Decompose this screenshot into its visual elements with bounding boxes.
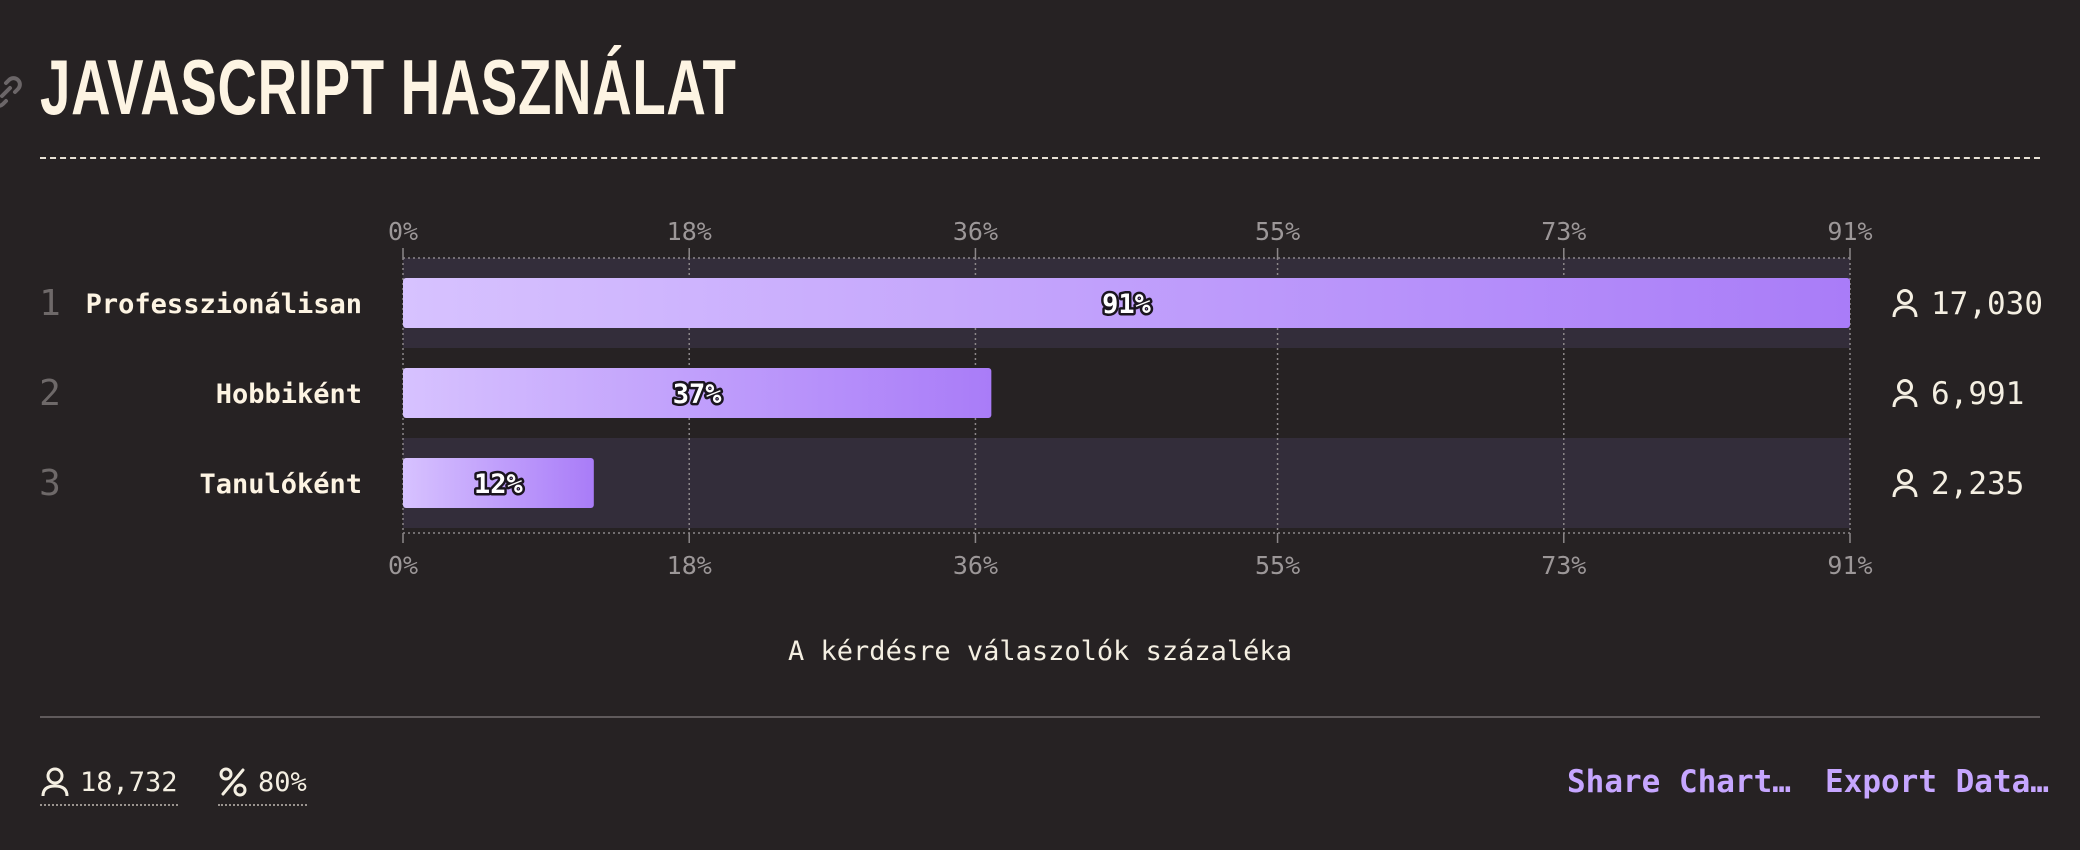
person-icon-body [1892, 395, 1918, 408]
bar-chart: 91% 1 Professzionálisan 17,030 37% 2 Hobbiként… [39, 217, 2043, 580]
person-icon [1892, 379, 1918, 408]
bar-value-label: 37% [673, 379, 723, 410]
x-axis-title: A kérdésre válaszolók százaléka [788, 636, 1292, 667]
row-band [403, 438, 1850, 528]
respondent-count: 2,235 [1931, 466, 2024, 502]
rank-label: 3 [39, 463, 61, 504]
page-title: JAVASCRIPT HASZNÁLAT [40, 43, 737, 131]
tick-label-top: 0% [388, 217, 418, 246]
person-icon-head [1897, 379, 1913, 395]
share-chart-button[interactable]: Share Chart… [1567, 764, 1791, 800]
tick-label-bottom: 18% [667, 551, 712, 580]
export-data-button[interactable]: Export Data… [1825, 764, 2049, 800]
respondent-count: 17,030 [1931, 286, 2043, 322]
category-label: Hobbiként [216, 379, 362, 410]
completion-stat[interactable]: 80% [218, 762, 307, 806]
category-label: Tanulóként [199, 469, 362, 500]
rank-label: 1 [39, 283, 61, 324]
person-icon [1892, 469, 1918, 498]
completion-value: 80% [258, 766, 307, 798]
bar [403, 458, 594, 508]
tick-label-top: 18% [667, 217, 712, 246]
tick-label-top: 36% [953, 217, 998, 246]
rank-label: 2 [39, 373, 61, 414]
tick-label-top: 91% [1827, 217, 1872, 246]
tick-label-bottom: 91% [1827, 551, 1872, 580]
person-icon [41, 767, 69, 797]
bar-value-label: 91% [1102, 289, 1152, 320]
bar [403, 368, 992, 418]
tick-label-bottom: 73% [1541, 551, 1586, 580]
tick-label-bottom: 55% [1255, 551, 1300, 580]
person-icon-head [1897, 469, 1913, 485]
bar-value-label: 12% [474, 469, 524, 500]
person-icon-body [1892, 305, 1918, 318]
category-label: Professzionálisan [86, 289, 362, 320]
link-icon[interactable] [0, 72, 26, 112]
person-icon [1892, 289, 1918, 318]
person-icon-body [1892, 485, 1918, 498]
title-divider [40, 157, 2040, 159]
tick-label-bottom: 0% [388, 551, 418, 580]
tick-label-top: 73% [1541, 217, 1586, 246]
respondents-count: 18,732 [80, 766, 178, 798]
person-icon-head [1897, 289, 1913, 305]
respondents-stat[interactable]: 18,732 [40, 762, 178, 806]
footer-divider [40, 716, 2040, 718]
percent-icon [219, 767, 247, 797]
respondent-count: 6,991 [1931, 376, 2024, 412]
tick-label-bottom: 36% [953, 551, 998, 580]
bar [403, 278, 1850, 328]
tick-label-top: 55% [1255, 217, 1300, 246]
